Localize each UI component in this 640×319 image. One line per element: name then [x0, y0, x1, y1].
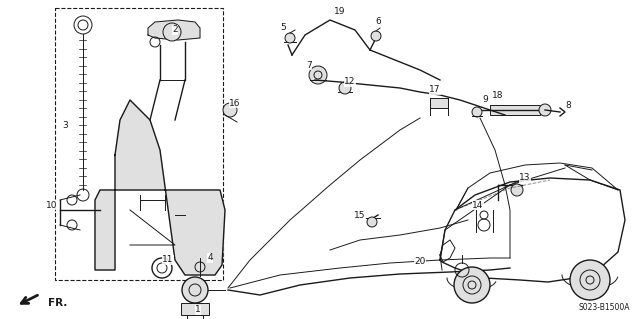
Circle shape: [285, 33, 295, 43]
Text: 15: 15: [355, 211, 365, 219]
Text: 16: 16: [229, 99, 241, 108]
Circle shape: [339, 82, 351, 94]
Circle shape: [511, 184, 523, 196]
Polygon shape: [440, 240, 455, 262]
Text: 14: 14: [472, 201, 484, 210]
Text: 3: 3: [62, 121, 68, 130]
Circle shape: [223, 103, 237, 117]
Bar: [430, 98, 448, 108]
Text: 11: 11: [163, 256, 173, 264]
Text: 4: 4: [207, 254, 213, 263]
Bar: [181, 303, 209, 315]
Text: 8: 8: [565, 100, 571, 109]
Circle shape: [570, 260, 610, 300]
Text: FR.: FR.: [48, 298, 67, 308]
Text: 19: 19: [334, 8, 346, 17]
Text: 6: 6: [375, 18, 381, 26]
Text: 12: 12: [344, 78, 356, 86]
Circle shape: [454, 267, 490, 303]
Text: 1: 1: [195, 306, 201, 315]
Circle shape: [182, 277, 208, 303]
Polygon shape: [440, 178, 625, 282]
Text: 5: 5: [280, 24, 286, 33]
Bar: [55, 8, 223, 280]
Text: 17: 17: [429, 85, 441, 94]
Text: 18: 18: [492, 92, 504, 100]
Text: 20: 20: [414, 257, 426, 266]
Polygon shape: [148, 20, 200, 40]
Circle shape: [163, 23, 181, 41]
Text: 2: 2: [172, 26, 178, 34]
Bar: [470, 210, 500, 232]
Polygon shape: [95, 100, 225, 275]
Text: 10: 10: [46, 201, 58, 210]
Circle shape: [472, 107, 482, 117]
Text: 13: 13: [519, 174, 531, 182]
Text: S023-B1500A: S023-B1500A: [579, 303, 630, 312]
Text: 7: 7: [306, 61, 312, 70]
Bar: [490, 105, 540, 115]
Text: 9: 9: [482, 95, 488, 105]
Circle shape: [367, 217, 377, 227]
Circle shape: [309, 66, 327, 84]
Circle shape: [371, 31, 381, 41]
Circle shape: [539, 104, 551, 116]
